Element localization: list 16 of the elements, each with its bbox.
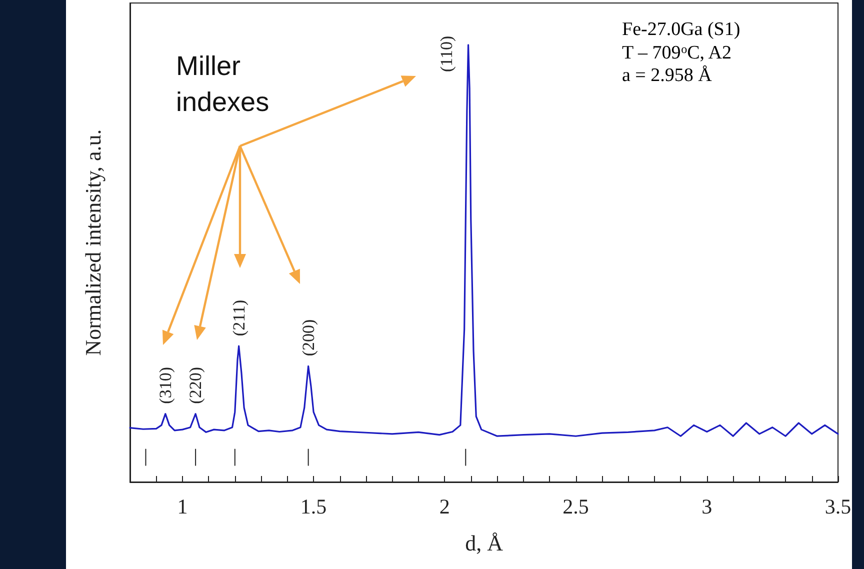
text: Fe-27.0Ga (S1) (622, 19, 740, 40)
x-tick-label: 2 (439, 494, 450, 518)
annotation: (220) (186, 366, 206, 404)
annotation: (200) (298, 319, 318, 356)
y-axis-title: Normalized intensity, a.u. (80, 129, 106, 356)
x-tick-label: 2.5 (562, 494, 589, 518)
x-tick-label: 1.5 (300, 494, 327, 518)
annotation: (110) (436, 36, 456, 72)
x-axis-title: d, Å (465, 530, 504, 556)
x-tick-label: 3.5 (824, 494, 852, 518)
annotation: (310) (156, 366, 175, 404)
annotation: Miller indexes (176, 51, 270, 117)
annotation: (211) (229, 300, 248, 336)
x-tick-label: 3 (702, 494, 712, 518)
annotation: a = 2.958 Å (622, 65, 712, 86)
x-tick-label: 1 (177, 494, 188, 518)
